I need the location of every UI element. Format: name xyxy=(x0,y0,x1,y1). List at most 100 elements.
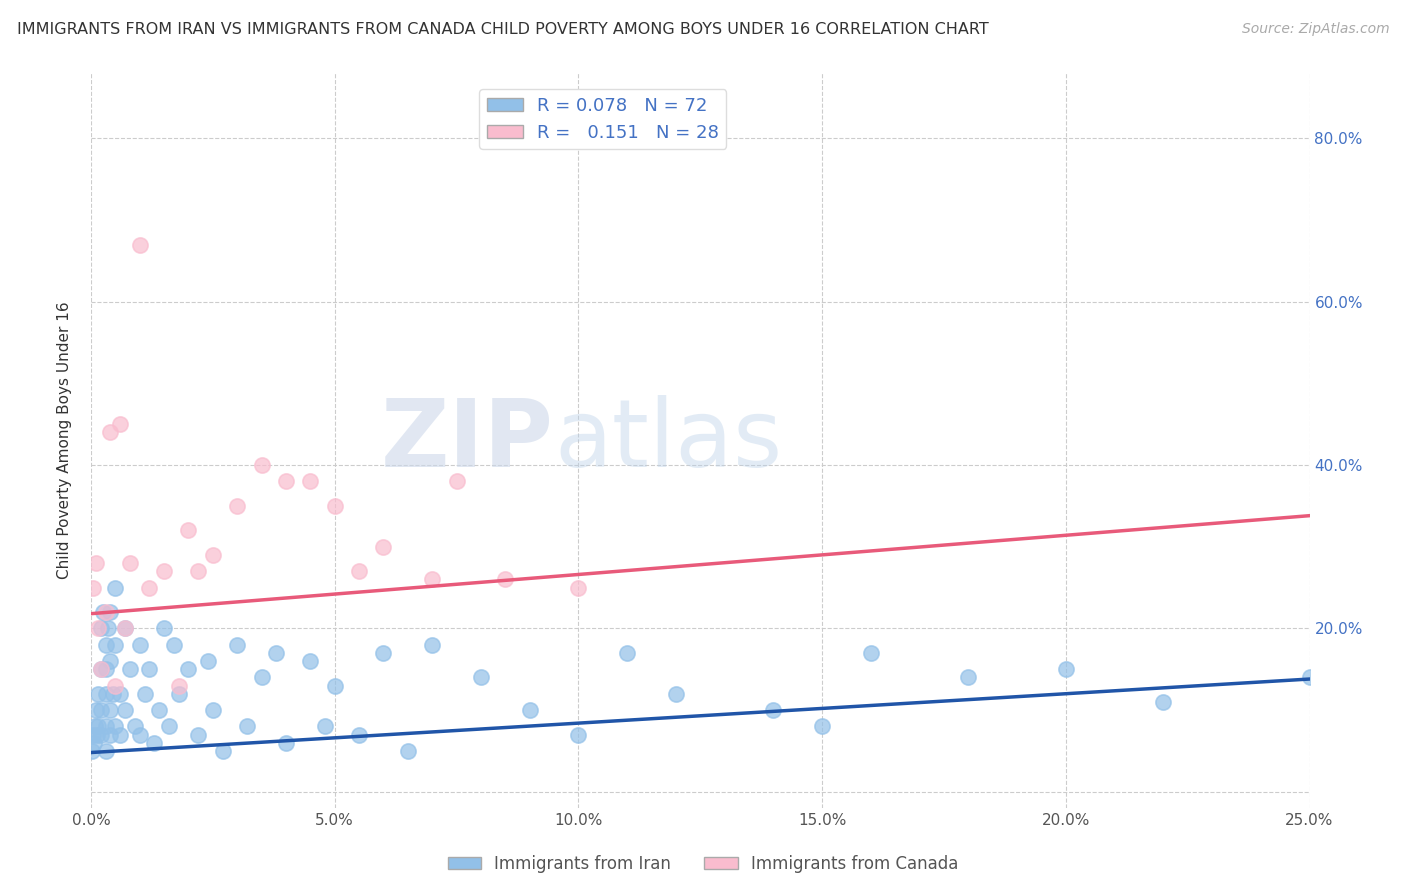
Point xyxy=(177,662,200,676)
Point xyxy=(82,581,104,595)
Point xyxy=(163,638,186,652)
Point xyxy=(87,719,110,733)
Point xyxy=(104,679,127,693)
Point xyxy=(138,662,160,676)
Point xyxy=(1152,695,1174,709)
Point xyxy=(762,703,785,717)
Point xyxy=(494,573,516,587)
Point xyxy=(226,499,249,513)
Point xyxy=(87,621,110,635)
Point xyxy=(373,646,395,660)
Point xyxy=(100,703,122,717)
Point xyxy=(90,703,112,717)
Point xyxy=(94,605,117,619)
Point xyxy=(100,728,122,742)
Text: IMMIGRANTS FROM IRAN VS IMMIGRANTS FROM CANADA CHILD POVERTY AMONG BOYS UNDER 16: IMMIGRANTS FROM IRAN VS IMMIGRANTS FROM … xyxy=(17,22,988,37)
Point xyxy=(167,679,190,693)
Point xyxy=(470,670,492,684)
Point xyxy=(519,703,541,717)
Point xyxy=(420,638,443,652)
Point xyxy=(250,458,273,472)
Point xyxy=(201,548,224,562)
Point xyxy=(108,728,131,742)
Point xyxy=(128,728,150,742)
Point xyxy=(1054,662,1077,676)
Point xyxy=(143,736,166,750)
Point xyxy=(104,581,127,595)
Y-axis label: Child Poverty Among Boys Under 16: Child Poverty Among Boys Under 16 xyxy=(58,301,72,579)
Point xyxy=(114,621,136,635)
Point xyxy=(396,744,419,758)
Point xyxy=(201,703,224,717)
Point xyxy=(84,703,107,717)
Point xyxy=(90,728,112,742)
Point xyxy=(1298,670,1320,684)
Point xyxy=(104,719,127,733)
Point xyxy=(118,556,141,570)
Point xyxy=(420,573,443,587)
Point xyxy=(226,638,249,652)
Point xyxy=(108,417,131,432)
Point xyxy=(104,638,127,652)
Point xyxy=(94,638,117,652)
Point xyxy=(859,646,882,660)
Point xyxy=(128,237,150,252)
Point xyxy=(87,687,110,701)
Point xyxy=(84,556,107,570)
Point xyxy=(82,728,104,742)
Point xyxy=(567,581,589,595)
Point xyxy=(177,524,200,538)
Legend: Immigrants from Iran, Immigrants from Canada: Immigrants from Iran, Immigrants from Ca… xyxy=(441,848,965,880)
Point xyxy=(128,638,150,652)
Point xyxy=(100,654,122,668)
Text: atlas: atlas xyxy=(554,394,782,486)
Point xyxy=(83,736,105,750)
Point xyxy=(323,679,346,693)
Point xyxy=(347,728,370,742)
Point xyxy=(197,654,219,668)
Point xyxy=(101,687,124,701)
Point xyxy=(157,719,180,733)
Text: ZIP: ZIP xyxy=(381,394,554,486)
Point xyxy=(299,654,322,668)
Point xyxy=(80,744,103,758)
Point xyxy=(446,475,468,489)
Text: Source: ZipAtlas.com: Source: ZipAtlas.com xyxy=(1241,22,1389,37)
Point xyxy=(91,605,114,619)
Point xyxy=(299,475,322,489)
Point xyxy=(90,662,112,676)
Point xyxy=(94,719,117,733)
Point xyxy=(274,475,297,489)
Point xyxy=(274,736,297,750)
Point xyxy=(90,662,112,676)
Point xyxy=(114,621,136,635)
Point xyxy=(236,719,259,733)
Point xyxy=(187,564,209,578)
Point xyxy=(211,744,233,758)
Point xyxy=(94,662,117,676)
Point xyxy=(100,425,122,440)
Point xyxy=(134,687,156,701)
Point xyxy=(167,687,190,701)
Point xyxy=(83,719,105,733)
Point xyxy=(187,728,209,742)
Point xyxy=(347,564,370,578)
Point xyxy=(567,728,589,742)
Point xyxy=(314,719,336,733)
Point xyxy=(86,728,108,742)
Point xyxy=(124,719,146,733)
Point xyxy=(97,621,120,635)
Point xyxy=(114,703,136,717)
Point xyxy=(373,540,395,554)
Point xyxy=(90,621,112,635)
Point xyxy=(94,687,117,701)
Point xyxy=(616,646,638,660)
Point xyxy=(100,605,122,619)
Point xyxy=(264,646,287,660)
Point xyxy=(323,499,346,513)
Point xyxy=(153,621,176,635)
Point xyxy=(148,703,170,717)
Point xyxy=(94,744,117,758)
Legend: R = 0.078   N = 72, R =   0.151   N = 28: R = 0.078 N = 72, R = 0.151 N = 28 xyxy=(479,89,725,149)
Point xyxy=(118,662,141,676)
